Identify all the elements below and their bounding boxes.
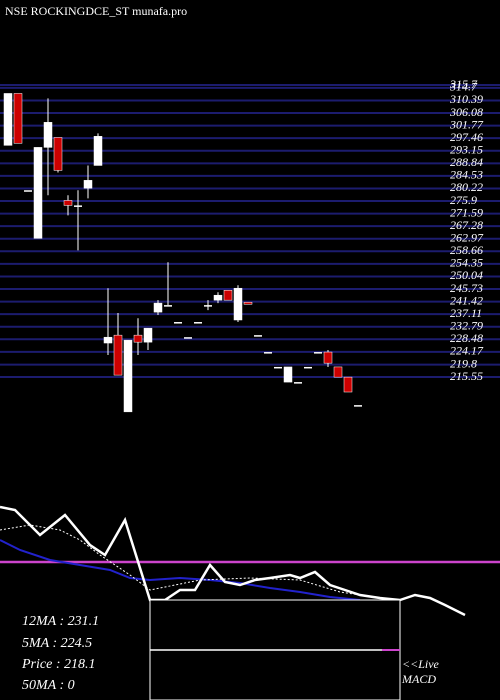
y-tick-label: 288.84 xyxy=(450,155,483,169)
y-tick-label: 250.04 xyxy=(450,268,483,282)
y-tick-label: 293.15 xyxy=(450,142,483,156)
y-tick-label: 306.08 xyxy=(449,105,483,119)
y-tick-label: 301.77 xyxy=(449,117,484,131)
chart-title: NSE ROCKINGDCE_ST munafa.pro xyxy=(5,4,187,18)
y-tick-label: 237.11 xyxy=(450,306,482,320)
candle-body xyxy=(354,405,362,407)
y-tick-label: 267.28 xyxy=(450,218,483,232)
y-tick-label: 245.73 xyxy=(450,281,483,295)
candle-body xyxy=(113,334,123,376)
candle-body xyxy=(213,294,223,301)
candle-body xyxy=(143,327,153,343)
candle-body xyxy=(93,136,103,166)
candle-body xyxy=(314,352,322,354)
y-tick-label: 241.42 xyxy=(450,293,483,307)
candle-body xyxy=(33,147,43,239)
candle-body xyxy=(264,352,272,354)
ma-line xyxy=(0,539,361,601)
candle-body xyxy=(184,337,192,339)
candle-body xyxy=(3,93,13,146)
y-tick-label: 271.59 xyxy=(450,205,483,219)
indicator-note: MACD xyxy=(401,672,436,686)
candle-body xyxy=(233,287,243,321)
y-tick-label: 224.17 xyxy=(450,344,484,358)
y-tick-label: 297.46 xyxy=(450,130,483,144)
candle-body xyxy=(223,290,233,301)
candle-body xyxy=(63,200,73,206)
indicator-panel xyxy=(0,505,500,700)
price-line xyxy=(0,505,466,617)
y-tick-label: 258.66 xyxy=(450,243,483,257)
y-tick-label: 232.79 xyxy=(450,318,483,332)
y-tick-label: 310.39 xyxy=(449,92,483,106)
candle-body xyxy=(204,305,212,307)
y-tick-label: 314.7 xyxy=(449,80,478,94)
y-tick-label: 262.97 xyxy=(450,230,484,244)
stat: 50MA : 0 xyxy=(22,678,75,693)
candle-body xyxy=(133,334,143,343)
y-tick-label: 284.53 xyxy=(450,168,483,182)
candle-body xyxy=(333,366,343,378)
candle-body xyxy=(74,205,82,207)
candle-body xyxy=(43,122,53,148)
candle-body xyxy=(283,366,293,383)
candle-body xyxy=(164,305,172,307)
stat: 12MA : 231.1 xyxy=(22,614,99,629)
candle-body xyxy=(323,351,333,364)
stat: 5MA : 224.5 xyxy=(22,636,92,651)
y-tick-label: 280.22 xyxy=(450,180,483,194)
y-tick-label: 228.48 xyxy=(450,331,483,345)
y-tick-label: 215.55 xyxy=(450,369,483,383)
candle-body xyxy=(174,322,182,324)
candle-body xyxy=(194,322,202,324)
candle-body xyxy=(83,180,93,189)
candle-body xyxy=(24,190,32,192)
y-tick-label: 254.35 xyxy=(450,256,483,270)
candle-body xyxy=(304,366,312,369)
candle-body xyxy=(13,93,23,144)
candle-body xyxy=(53,137,63,171)
candle-body xyxy=(294,382,302,384)
avg-line xyxy=(0,524,401,601)
y-tick-label: 315.7 xyxy=(449,77,478,91)
y-tick-label: 275.9 xyxy=(450,193,477,207)
candle-body xyxy=(123,339,133,413)
candle-body xyxy=(274,366,282,369)
candle-body xyxy=(103,336,113,344)
candle-body xyxy=(243,301,253,305)
candle-body xyxy=(343,376,353,393)
candle-body xyxy=(254,335,262,337)
candle-body xyxy=(153,302,163,313)
y-tick-label: 219.8 xyxy=(450,356,477,370)
indicator-note: <<Live xyxy=(402,657,440,671)
stat: Price : 218.1 xyxy=(21,657,95,672)
